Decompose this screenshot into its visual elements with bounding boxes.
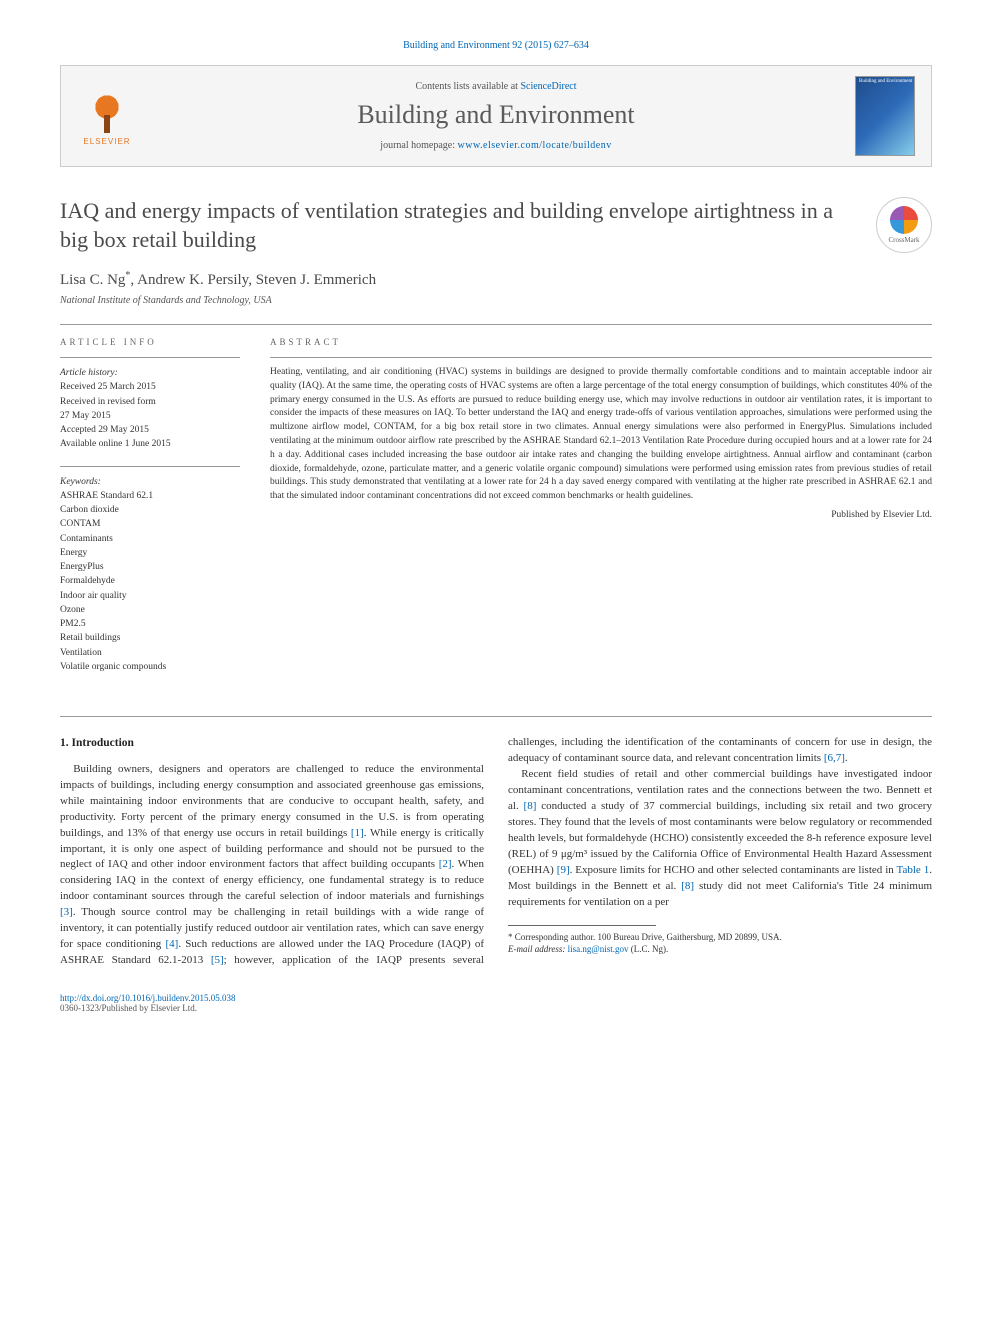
section-number: 1. — [60, 737, 69, 749]
contents-prefix: Contents lists available at — [415, 81, 520, 92]
history-line: 27 May 2015 — [60, 409, 240, 423]
ref-link[interactable]: [4] — [165, 938, 178, 950]
page-footer: http://dx.doi.org/10.1016/j.buildenv.201… — [60, 993, 932, 1013]
crossmark-label: CrossMark — [888, 236, 919, 244]
abstract-divider — [270, 357, 932, 358]
keyword: Ozone — [60, 603, 240, 617]
crossmark-badge[interactable]: CrossMark — [876, 197, 932, 253]
keyword: Carbon dioxide — [60, 503, 240, 517]
copyright-line: 0360-1323/Published by Elsevier Ltd. — [60, 1003, 197, 1013]
ref-link[interactable]: [2] — [439, 858, 452, 870]
abstract-column: ABSTRACT Heating, ventilating, and air c… — [270, 337, 932, 688]
journal-title: Building and Environment — [157, 100, 835, 130]
elsevier-logo[interactable]: ELSEVIER — [77, 81, 137, 151]
email-label: E-mail address: — [508, 944, 568, 954]
history-line: Received 25 March 2015 — [60, 380, 240, 394]
article-info-label: ARTICLE INFO — [60, 337, 240, 347]
publisher-line: Published by Elsevier Ltd. — [270, 510, 932, 520]
corr-marker: * — [125, 270, 130, 281]
article-info-column: ARTICLE INFO Article history: Received 2… — [60, 337, 240, 688]
abstract-text: Heating, ventilating, and air conditioni… — [270, 366, 932, 504]
abstract-label: ABSTRACT — [270, 337, 932, 347]
ref-link[interactable]: [8] — [681, 880, 694, 892]
journal-cover-thumb[interactable]: Building and Environment — [855, 76, 915, 156]
crossmark-icon — [890, 206, 918, 234]
article-title: IAQ and energy impacts of ventilation st… — [60, 197, 856, 254]
citation-line: Building and Environment 92 (2015) 627–6… — [60, 40, 932, 51]
divider-top — [60, 324, 932, 325]
email-who: (L.C. Ng). — [628, 944, 668, 954]
table-link[interactable]: Table 1 — [897, 864, 930, 876]
email-link[interactable]: lisa.ng@nist.gov — [568, 944, 629, 954]
ref-link[interactable]: [8] — [524, 800, 537, 812]
ref-link[interactable]: [6,7] — [824, 752, 845, 764]
ref-link[interactable]: [9] — [557, 864, 570, 876]
homepage-prefix: journal homepage: — [380, 140, 457, 151]
email-line: E-mail address: lisa.ng@nist.gov (L.C. N… — [508, 943, 932, 956]
section-heading: 1. Introduction — [60, 735, 484, 752]
keywords-heading: Keywords: — [60, 475, 240, 489]
ref-link[interactable]: [1] — [351, 827, 364, 839]
divider-body — [60, 716, 932, 717]
cover-label: Building and Environment — [859, 79, 912, 85]
authors: Lisa C. Ng*, Andrew K. Persily, Steven J… — [60, 270, 932, 289]
ref-link[interactable]: [5] — [211, 954, 224, 966]
journal-header: ELSEVIER Contents lists available at Sci… — [60, 65, 932, 167]
history-line: Received in revised form — [60, 395, 240, 409]
keyword: Indoor air quality — [60, 589, 240, 603]
footnote-block: * Corresponding author. 100 Bureau Drive… — [508, 931, 932, 956]
affiliation: National Institute of Standards and Tech… — [60, 295, 932, 306]
keyword: Volatile organic compounds — [60, 660, 240, 674]
author-2: Andrew K. Persily — [137, 272, 248, 288]
footnote-divider — [508, 925, 656, 926]
history-line: Accepted 29 May 2015 — [60, 423, 240, 437]
journal-header-center: Contents lists available at ScienceDirec… — [157, 81, 835, 151]
keyword: Energy — [60, 546, 240, 560]
keyword: CONTAM — [60, 517, 240, 531]
text-run: . Exposure limits for HCHO and other sel… — [570, 864, 897, 876]
keyword: EnergyPlus — [60, 560, 240, 574]
elsevier-logo-text: ELSEVIER — [83, 137, 130, 146]
homepage-link[interactable]: www.elsevier.com/locate/buildenv — [458, 140, 612, 151]
keyword: Formaldehyde — [60, 574, 240, 588]
author-1: Lisa C. Ng — [60, 272, 125, 288]
keyword: Ventilation — [60, 646, 240, 660]
keywords-block: Keywords: ASHRAE Standard 62.1 Carbon di… — [60, 475, 240, 675]
contents-available: Contents lists available at ScienceDirec… — [157, 81, 835, 92]
paragraph: Recent field studies of retail and other… — [508, 767, 932, 910]
keyword: Contaminants — [60, 532, 240, 546]
keyword: ASHRAE Standard 62.1 — [60, 489, 240, 503]
keyword: Retail buildings — [60, 631, 240, 645]
sciencedirect-link[interactable]: ScienceDirect — [520, 81, 576, 92]
author-3: Steven J. Emmerich — [256, 272, 376, 288]
body-text: 1. Introduction Building owners, designe… — [60, 735, 932, 969]
text-run: . — [845, 752, 848, 764]
article-history: Article history: Received 25 March 2015 … — [60, 366, 240, 452]
keyword: PM2.5 — [60, 617, 240, 631]
doi-link[interactable]: http://dx.doi.org/10.1016/j.buildenv.201… — [60, 993, 236, 1003]
journal-homepage: journal homepage: www.elsevier.com/locat… — [157, 140, 835, 151]
info-divider-1 — [60, 357, 240, 358]
elsevier-tree-icon — [82, 87, 132, 137]
section-title: Introduction — [72, 737, 134, 749]
corresponding-author: * Corresponding author. 100 Bureau Drive… — [508, 931, 932, 944]
history-heading: Article history: — [60, 366, 240, 380]
ref-link[interactable]: [3] — [60, 906, 73, 918]
info-divider-2 — [60, 466, 240, 467]
history-line: Available online 1 June 2015 — [60, 437, 240, 451]
